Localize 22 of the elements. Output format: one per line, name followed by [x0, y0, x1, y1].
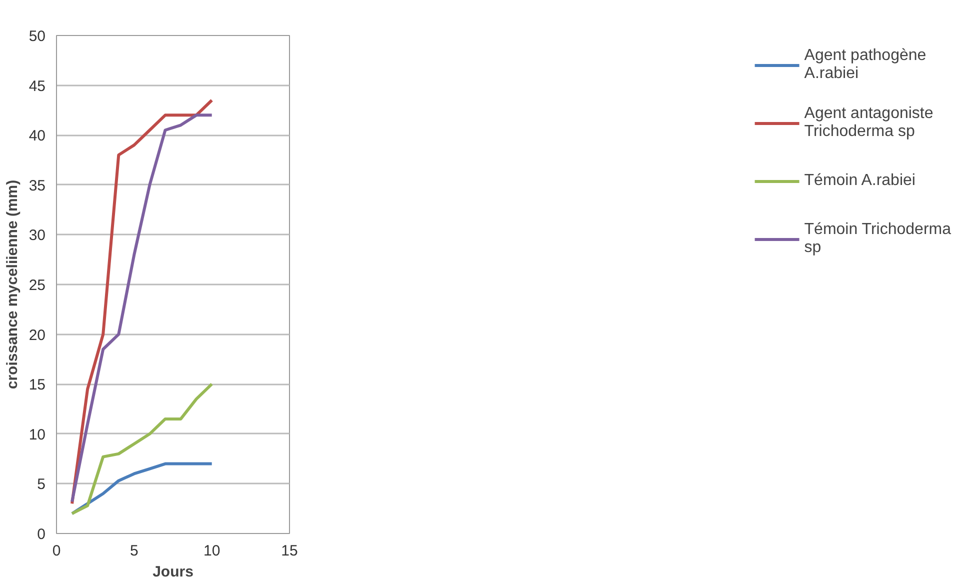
- y-tick-label: 50: [28, 28, 46, 45]
- y-tick-label: 45: [28, 78, 46, 95]
- legend-label: Agent pathogène A.rabiei: [804, 46, 926, 84]
- y-tick-label: 5: [37, 476, 46, 494]
- legend-label: Témoin A.rabiei: [804, 171, 916, 191]
- y-tick-label: 30: [28, 227, 46, 244]
- y-tick-label: 0: [37, 526, 46, 543]
- y-tick-label: 35: [28, 177, 46, 194]
- x-axis-title: Jours: [152, 564, 194, 580]
- line-series: [70, 382, 214, 516]
- x-tick-label: 15: [281, 542, 298, 560]
- y-axis-title: croissance myceliienne (mm): [4, 180, 21, 390]
- y-tick-label: 10: [28, 426, 46, 444]
- y-tick-label: 25: [28, 277, 46, 294]
- y-tick-label: 15: [28, 376, 46, 394]
- y-tick-label: 20: [28, 326, 46, 344]
- y-tick-label: 40: [28, 128, 46, 145]
- x-tick-label: 5: [130, 542, 138, 560]
- legend-label: Agent antagoniste Trichoderma sp: [804, 104, 934, 142]
- x-tick-label: 10: [203, 542, 220, 560]
- legend-label: Témoin Trichoderma sp: [804, 220, 951, 258]
- x-tick-label: 0: [52, 542, 61, 560]
